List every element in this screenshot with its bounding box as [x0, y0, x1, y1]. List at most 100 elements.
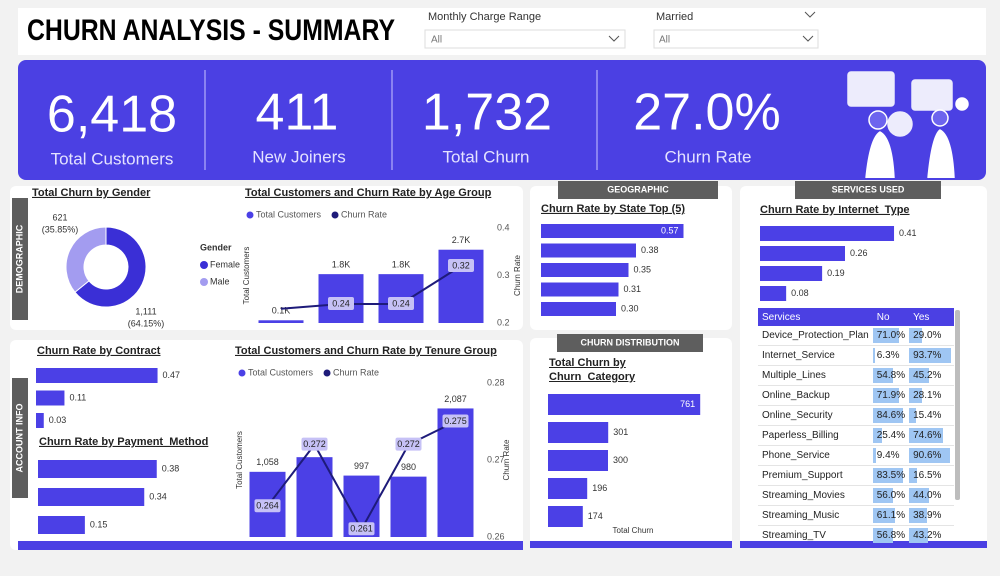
kpi-label: New Joiners	[252, 147, 346, 166]
cell-text: 28.1%	[913, 390, 942, 401]
data-label: 0.34	[149, 491, 167, 501]
cell-text: 29.0%	[913, 330, 942, 341]
percent-cell: 16.5%	[909, 465, 954, 486]
table-row: Paperless_Billing 25.4% 74.6%	[758, 425, 954, 446]
cell-text: 44.0%	[913, 490, 942, 501]
data-label: 1,111	[135, 306, 156, 316]
cell-text: 25.4%	[876, 430, 906, 441]
filter-label: Married	[656, 11, 693, 23]
bar	[760, 226, 895, 241]
label-box	[254, 499, 281, 513]
chart-title: Churn Rate by Internet_Type	[760, 204, 910, 216]
percent-cell: 45.2%	[909, 365, 954, 386]
data-bar	[909, 368, 930, 383]
label-box	[388, 297, 414, 310]
y2-axis-title: Churn Rate	[502, 439, 511, 480]
data-bar	[872, 428, 882, 443]
kpi-separators	[204, 70, 598, 170]
bar	[437, 408, 474, 537]
data-bar	[909, 328, 923, 343]
cell-text: 43.2%	[913, 530, 942, 541]
line	[280, 265, 462, 310]
bar	[541, 263, 629, 277]
bar	[390, 476, 427, 537]
percent-cell: 56.0%	[872, 485, 910, 506]
data-label: 0.57	[661, 225, 679, 235]
table-row: Streaming_Movies 56.0% 44.0%	[758, 485, 954, 506]
table-row: Streaming_Music 61.1% 38.9%	[758, 505, 954, 526]
bar	[541, 243, 636, 258]
column-header: Services	[758, 308, 873, 326]
data-bar	[872, 448, 877, 463]
data-bar	[872, 328, 899, 343]
illustration	[847, 71, 969, 179]
section-tab	[12, 198, 28, 320]
label-box	[448, 259, 474, 272]
bar	[548, 506, 583, 527]
percent-cell: 25.4%	[872, 425, 910, 446]
data-label: 0.15	[90, 519, 108, 529]
page-title: CHURN ANALYSIS - SUMMARY	[27, 14, 395, 47]
percent-cell: 15.4%	[909, 405, 954, 426]
data-label: 174	[588, 511, 603, 521]
y-axis-title: Total Customers	[242, 247, 251, 305]
column-header: Yes	[909, 308, 954, 326]
cell-text: Multiple_Lines	[762, 370, 826, 381]
kpi-value: 6,418	[47, 86, 177, 144]
table-row: Phone_Service 9.4% 90.6%	[758, 445, 954, 466]
y2-axis-title: Churn Rate	[513, 255, 522, 296]
x-axis-title: Total Churn	[613, 526, 654, 535]
data-label: 0.08	[791, 288, 809, 298]
percent-cell: 71.9%	[872, 385, 910, 406]
section-label: ACCOUNT INFO	[14, 404, 24, 473]
label-box	[395, 437, 422, 451]
legend-label: Female	[210, 259, 240, 269]
percent-cell: 84.6%	[872, 405, 910, 426]
legend-label: Churn Rate	[333, 367, 379, 377]
service-cell: Streaming_TV	[758, 525, 873, 544]
bar	[548, 478, 588, 499]
cell-text: Streaming_Movies	[762, 490, 845, 501]
data-bar	[909, 408, 916, 423]
bar	[36, 413, 44, 428]
data-label: 0.272	[303, 439, 326, 449]
icon	[112, 262, 120, 280]
y2-tick-label: 0.28	[487, 377, 505, 387]
data-label: 0.272	[397, 439, 420, 449]
legend-marker	[200, 261, 208, 269]
data-label: 1,058	[256, 457, 279, 467]
chart-title: Total Churn by Gender	[32, 187, 151, 199]
data-bar	[909, 428, 943, 443]
chevron	[608, 35, 620, 42]
cell-text: 56.0%	[876, 490, 906, 501]
panel-strip	[18, 541, 523, 550]
cell-text: 38.9%	[913, 510, 942, 521]
data-bar	[909, 388, 922, 403]
label-box	[348, 522, 375, 536]
table-row: Streaming_TV 56.8% 43.2%	[758, 525, 954, 544]
legend-label: Total Customers	[248, 367, 314, 377]
cell-text: Device_Protection_Plan	[762, 330, 869, 341]
column-header: No	[872, 308, 910, 326]
bar	[541, 282, 619, 297]
table-row: Online_Backup 71.9% 28.1%	[758, 385, 954, 406]
chart-title: Total Customers and Churn Rate by Age Gr…	[245, 187, 492, 199]
filter-dropdown[interactable]	[653, 29, 819, 49]
pie-slice	[65, 226, 107, 293]
section-tab	[558, 181, 718, 199]
y2-tick-label: 0.27	[487, 454, 505, 464]
data-label: 0.275	[444, 416, 467, 426]
data-bar	[872, 468, 904, 483]
bar	[541, 302, 616, 316]
service-cell: Online_Security	[758, 405, 873, 426]
data-label: 0.38	[641, 245, 659, 255]
service-cell: Device_Protection_Plan	[758, 326, 873, 346]
legend-marker	[331, 211, 339, 219]
percent-cell: 61.1%	[872, 505, 910, 526]
filter-dropdown[interactable]	[424, 29, 626, 49]
bar	[548, 422, 609, 443]
scrollbar[interactable]	[955, 310, 960, 500]
chevron	[802, 35, 814, 42]
percent-cell: 83.5%	[872, 465, 910, 486]
chevron	[804, 11, 816, 18]
